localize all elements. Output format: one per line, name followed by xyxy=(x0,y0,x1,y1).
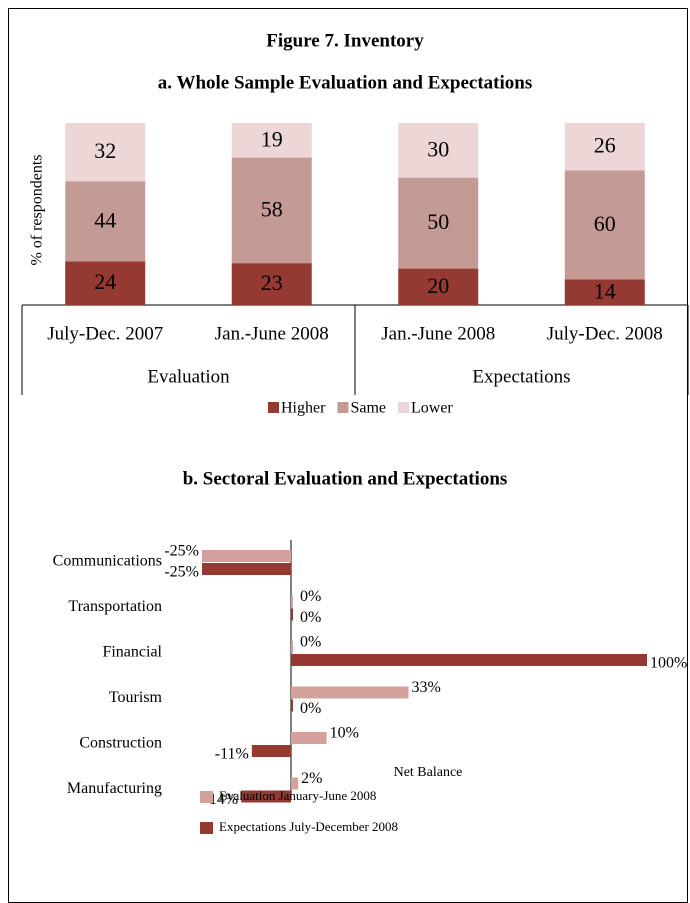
x-tick-label: July-Dec. 2007 xyxy=(47,323,163,344)
bar-segment xyxy=(65,123,146,182)
bar xyxy=(291,777,299,790)
value-label: 0% xyxy=(300,609,321,626)
value-label: 0% xyxy=(300,588,321,605)
legend-swatch xyxy=(200,791,213,803)
bar xyxy=(241,790,291,803)
y-tick-label: Financial xyxy=(102,644,162,661)
value-label: 26 xyxy=(594,133,616,158)
bar xyxy=(202,563,291,575)
bar xyxy=(291,686,409,699)
x-tick-label: Jan.-June 2008 xyxy=(381,323,495,344)
legend-label: Expectations July-December 2008 xyxy=(219,819,398,834)
bar-segment xyxy=(398,123,479,178)
value-label: 30 xyxy=(427,136,449,161)
value-label: 58 xyxy=(261,196,283,221)
value-label: 23 xyxy=(261,270,283,295)
value-label: 19 xyxy=(261,126,283,151)
bar-segment xyxy=(231,157,312,264)
y-tick-label: Transportation xyxy=(68,598,162,615)
bar-segment xyxy=(65,261,146,305)
bar-segment xyxy=(398,268,479,305)
value-label: 0% xyxy=(300,634,321,651)
group-label: Expectations xyxy=(472,366,570,387)
value-label: 2% xyxy=(301,770,322,787)
y-tick-label: Communications xyxy=(53,553,162,570)
y-tick-label: Construction xyxy=(79,735,162,752)
bar xyxy=(251,745,291,757)
bar xyxy=(291,654,647,666)
chart-title: b. Sectoral Evaluation and Expectations xyxy=(183,468,508,489)
legend-label: Higher xyxy=(281,400,326,417)
legend-swatch xyxy=(268,402,279,413)
bar-segment xyxy=(65,181,146,262)
legend-label: Same xyxy=(350,400,386,417)
value-label: 0% xyxy=(300,700,321,717)
x-tick-label: July-Dec. 2008 xyxy=(547,323,663,344)
bar xyxy=(291,595,293,608)
legend-swatch xyxy=(397,402,409,413)
value-label: 20 xyxy=(427,273,449,298)
value-label: 100% xyxy=(650,655,687,672)
x-tick-label: Jan.-June 2008 xyxy=(215,323,329,344)
bar xyxy=(202,550,291,562)
bar-segment xyxy=(398,177,479,269)
legend-label: Lower xyxy=(411,400,453,417)
bar-segment xyxy=(564,170,645,280)
value-label: -25% xyxy=(164,564,199,581)
value-label: 50 xyxy=(427,209,449,234)
bar xyxy=(291,732,327,744)
x-axis-label: Net Balance xyxy=(394,765,463,780)
value-label: 32 xyxy=(94,138,116,163)
value-label: 10% xyxy=(330,725,359,742)
chart-title: a. Whole Sample Evaluation and Expectati… xyxy=(158,72,532,93)
value-label: -25% xyxy=(164,543,199,560)
bar xyxy=(291,641,293,653)
value-label: 24 xyxy=(94,269,116,294)
figure-title: Figure 7. Inventory xyxy=(266,30,424,51)
value-label: 33% xyxy=(411,679,440,696)
bar-segment xyxy=(231,263,312,305)
y-tick-label: Tourism xyxy=(109,689,163,706)
value-label: 60 xyxy=(594,211,616,236)
y-tick-label: Manufacturing xyxy=(67,780,162,797)
bar xyxy=(291,608,293,621)
value-label: 14 xyxy=(594,278,616,303)
value-label: -11% xyxy=(215,746,249,763)
bar xyxy=(291,699,293,712)
legend-swatch xyxy=(200,822,213,834)
group-label: Evaluation xyxy=(147,366,230,387)
bar-segment xyxy=(564,123,645,171)
y-axis-label: % of respondents xyxy=(29,154,46,265)
legend-label: Evaluation January-June 2008 xyxy=(219,788,376,803)
bar-segment xyxy=(231,123,312,158)
bar-segment xyxy=(564,279,645,305)
legend-swatch xyxy=(337,402,349,413)
value-label: 44 xyxy=(94,207,116,232)
